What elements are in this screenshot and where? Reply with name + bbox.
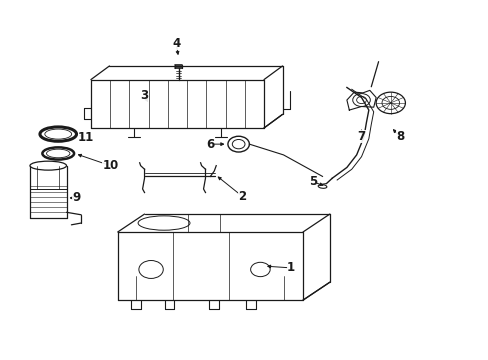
Text: 6: 6: [206, 138, 214, 150]
Text: 11: 11: [78, 131, 94, 144]
Text: 3: 3: [140, 89, 148, 102]
Text: 10: 10: [102, 159, 118, 172]
Text: 7: 7: [357, 130, 365, 144]
Text: 4: 4: [172, 37, 180, 50]
Text: 5: 5: [308, 175, 316, 188]
Text: 8: 8: [396, 130, 404, 144]
Text: 2: 2: [238, 190, 245, 203]
Text: 9: 9: [72, 192, 80, 204]
Text: 1: 1: [286, 261, 294, 274]
